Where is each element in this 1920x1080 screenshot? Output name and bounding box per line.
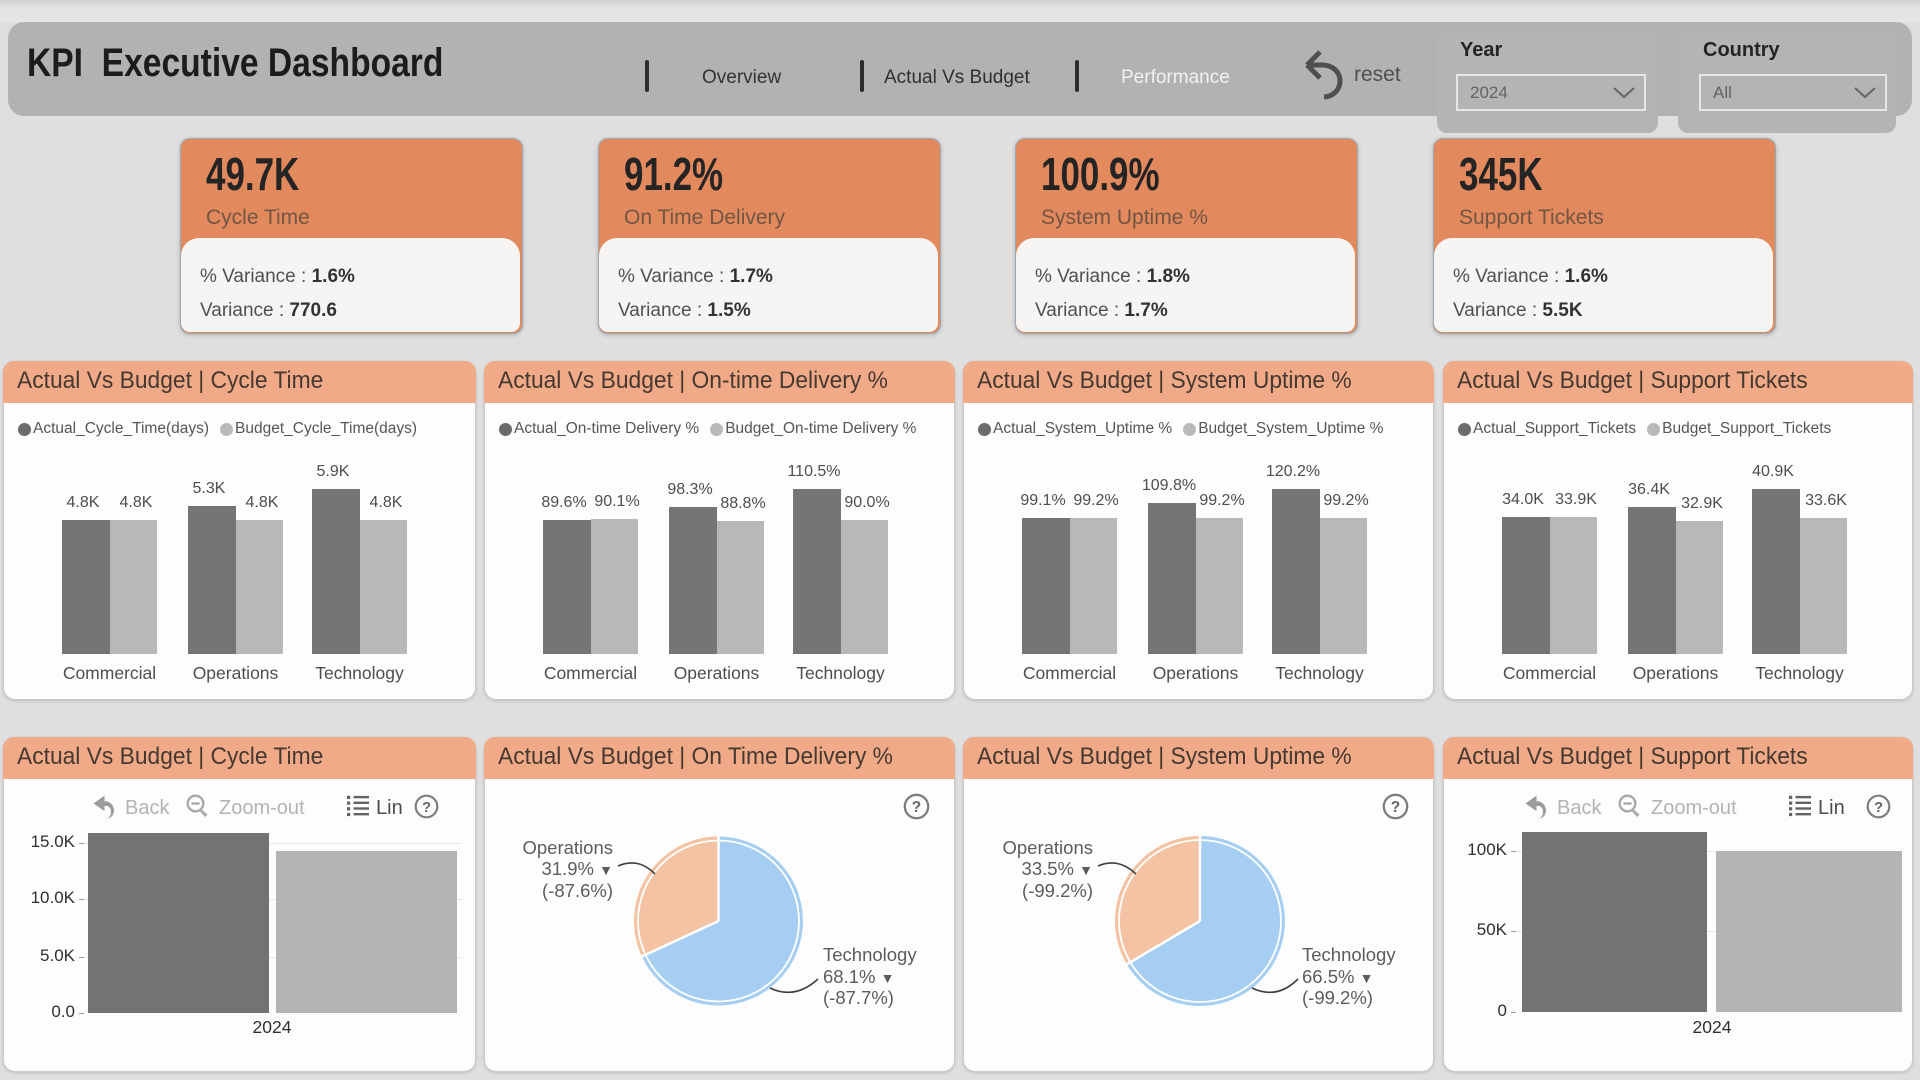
- svg-text:?: ?: [912, 799, 921, 816]
- svg-text:?: ?: [1874, 800, 1883, 816]
- svg-text:?: ?: [1391, 799, 1400, 816]
- svg-text:?: ?: [422, 800, 431, 816]
